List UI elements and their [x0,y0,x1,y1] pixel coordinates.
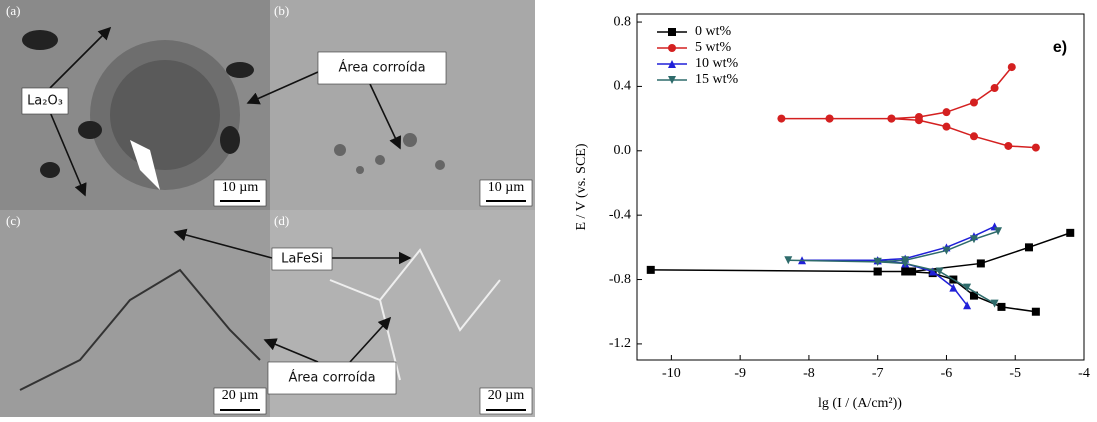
scale-bar: 20 µm [222,388,259,403]
data-point [1004,141,1013,150]
data-point [825,114,834,123]
data-point [935,267,944,276]
legend-label: 10 wt% [695,56,739,71]
y-tick-label: 0.4 [614,79,632,94]
x-tick-label: -6 [941,366,953,381]
x-axis-label: lg (I / (A/cm²)) [818,396,902,411]
data-point [942,122,951,131]
y-axis-label: E / V (vs. SCE) [574,143,589,230]
series-line [802,225,995,306]
x-tick-label: -10 [662,366,681,381]
data-point [873,257,882,266]
data-point [963,301,972,310]
scale-bar: 20 µm [488,388,525,403]
data-point [1031,307,1040,316]
data-point [1066,228,1075,237]
x-tick-label: -8 [803,366,815,381]
legend-label: 15 wt% [695,72,739,87]
data-point [873,267,882,276]
series-line [788,230,999,305]
series-line [781,66,1036,149]
x-tick-label: -4 [1078,366,1090,381]
micrograph-panels: (a) (b) (c) (d) 10 µm 10 µm 20 µm 20 µm … [0,0,535,417]
annotation: Área corroída [288,370,375,386]
data-point [990,299,999,308]
data-point [949,283,958,292]
y-tick-label: 0.8 [614,14,632,29]
y-tick-label: 0.0 [614,143,632,158]
legend-label: 0 wt% [695,24,732,39]
data-point [969,132,978,141]
panel-label: (c) [6,213,20,228]
x-tick-label: -5 [1009,366,1021,381]
y-tick-label: -0.4 [609,207,631,222]
annotation: LaFeSi [281,252,323,267]
series-line [650,232,1071,313]
data-point [969,98,978,107]
panel-label: (b) [274,3,289,18]
data-point [777,114,786,123]
x-tick-label: -9 [734,366,746,381]
data-point [990,84,999,93]
scale-bar: 10 µm [222,180,259,195]
legend-marker [668,28,676,36]
data-point [1031,143,1040,152]
panel-c [0,210,270,417]
data-point [969,291,978,300]
panel-annotation: e) [1053,39,1067,56]
annotation: Área corroída [338,60,425,76]
data-point [963,283,972,292]
y-tick-label: -0.8 [609,272,631,287]
data-point [994,227,1003,236]
data-point [908,267,917,276]
data-point [997,302,1006,311]
data-point [976,259,985,268]
data-point [942,246,951,255]
panel-label: (d) [274,213,289,228]
data-point [969,235,978,244]
legend-label: 5 wt% [695,40,732,55]
data-point [942,108,951,117]
data-point [1007,63,1016,72]
annotation: La₂O₃ [27,94,63,109]
data-point [928,267,937,276]
legend-marker [668,44,676,52]
plot-frame [636,13,1085,361]
data-point [1024,243,1033,252]
x-tick-label: -7 [872,366,884,381]
scale-bar: 10 µm [488,180,525,195]
data-point [901,267,910,276]
panel-b [270,0,535,210]
data-point [646,265,655,274]
panel-label: (a) [6,3,20,18]
data-point [914,112,923,121]
data-point [887,114,896,123]
y-tick-label: -1.2 [609,336,631,351]
data-point [901,256,910,265]
legend-marker [668,76,676,84]
legend-marker [668,60,676,68]
data-point [784,256,793,265]
